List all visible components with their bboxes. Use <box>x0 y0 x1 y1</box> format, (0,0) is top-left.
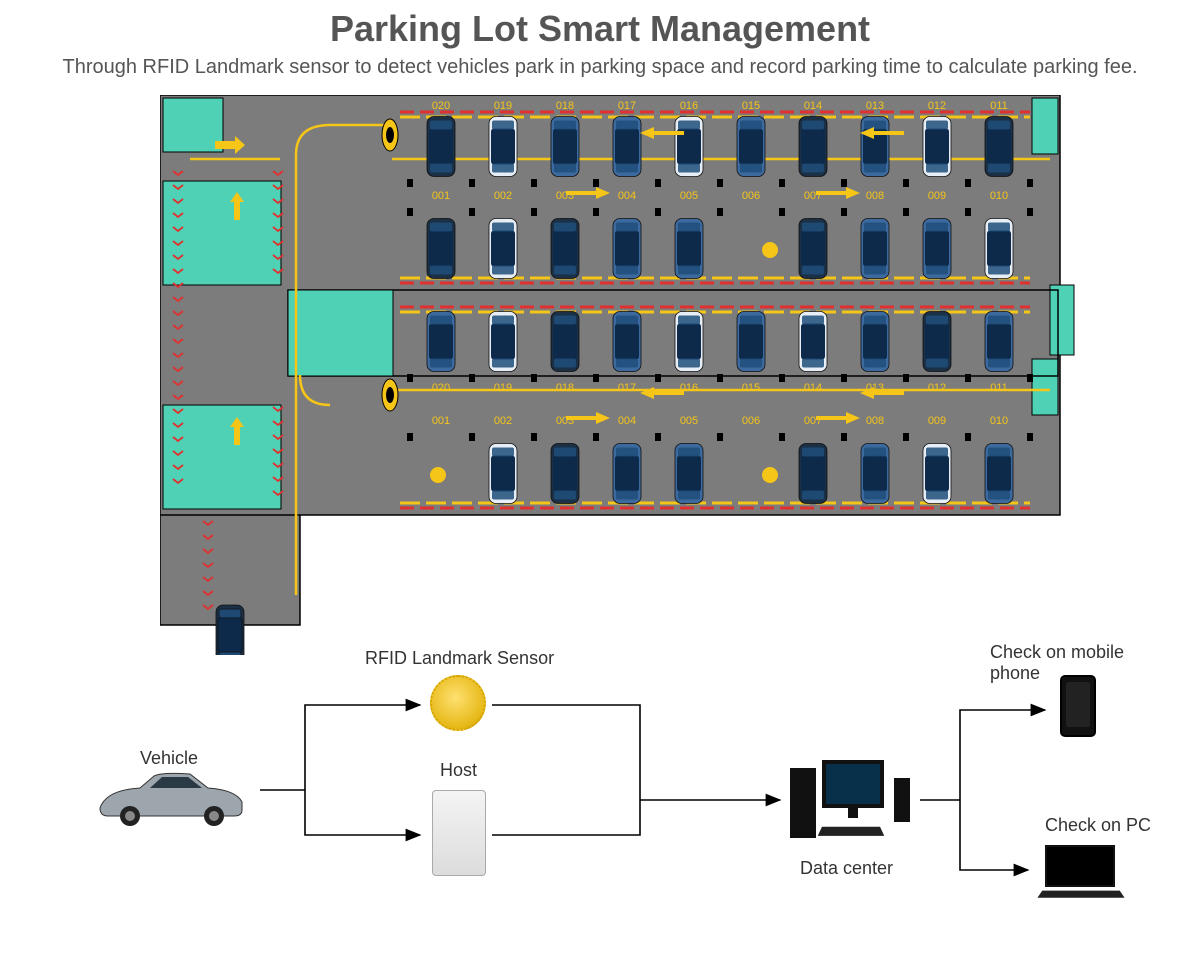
svg-text:012: 012 <box>928 382 946 394</box>
svg-text:016: 016 <box>680 100 698 112</box>
flow-diagram: Vehicle RFID Landmark Sensor Host Data c… <box>60 620 1160 940</box>
svg-text:020: 020 <box>432 382 450 394</box>
svg-text:005: 005 <box>680 415 698 427</box>
svg-text:002: 002 <box>494 190 512 202</box>
svg-text:014: 014 <box>804 382 822 394</box>
svg-text:012: 012 <box>928 100 946 112</box>
parking-lot-map: 0200190180170160150140130120110010020030… <box>160 95 1130 615</box>
svg-text:013: 013 <box>866 100 884 112</box>
page-subtitle: Through RFID Landmark sensor to detect v… <box>0 50 1200 89</box>
svg-text:015: 015 <box>742 382 760 394</box>
svg-text:005: 005 <box>680 190 698 202</box>
svg-text:019: 019 <box>494 100 512 112</box>
svg-text:017: 017 <box>618 100 636 112</box>
svg-text:008: 008 <box>866 190 884 202</box>
svg-text:002: 002 <box>494 415 512 427</box>
svg-text:014: 014 <box>804 100 822 112</box>
svg-text:018: 018 <box>556 100 574 112</box>
svg-text:020: 020 <box>432 100 450 112</box>
svg-text:006: 006 <box>742 415 760 427</box>
svg-text:004: 004 <box>618 190 636 202</box>
svg-text:017: 017 <box>618 382 636 394</box>
svg-text:011: 011 <box>990 100 1008 112</box>
page-title: Parking Lot Smart Management <box>0 0 1200 50</box>
svg-text:009: 009 <box>928 415 946 427</box>
svg-text:001: 001 <box>432 190 450 202</box>
svg-text:001: 001 <box>432 415 450 427</box>
svg-text:018: 018 <box>556 382 574 394</box>
svg-text:008: 008 <box>866 415 884 427</box>
svg-text:010: 010 <box>990 415 1008 427</box>
svg-text:015: 015 <box>742 100 760 112</box>
svg-text:010: 010 <box>990 190 1008 202</box>
svg-text:004: 004 <box>618 415 636 427</box>
svg-text:009: 009 <box>928 190 946 202</box>
svg-text:011: 011 <box>990 382 1008 394</box>
svg-text:006: 006 <box>742 190 760 202</box>
svg-text:019: 019 <box>494 382 512 394</box>
